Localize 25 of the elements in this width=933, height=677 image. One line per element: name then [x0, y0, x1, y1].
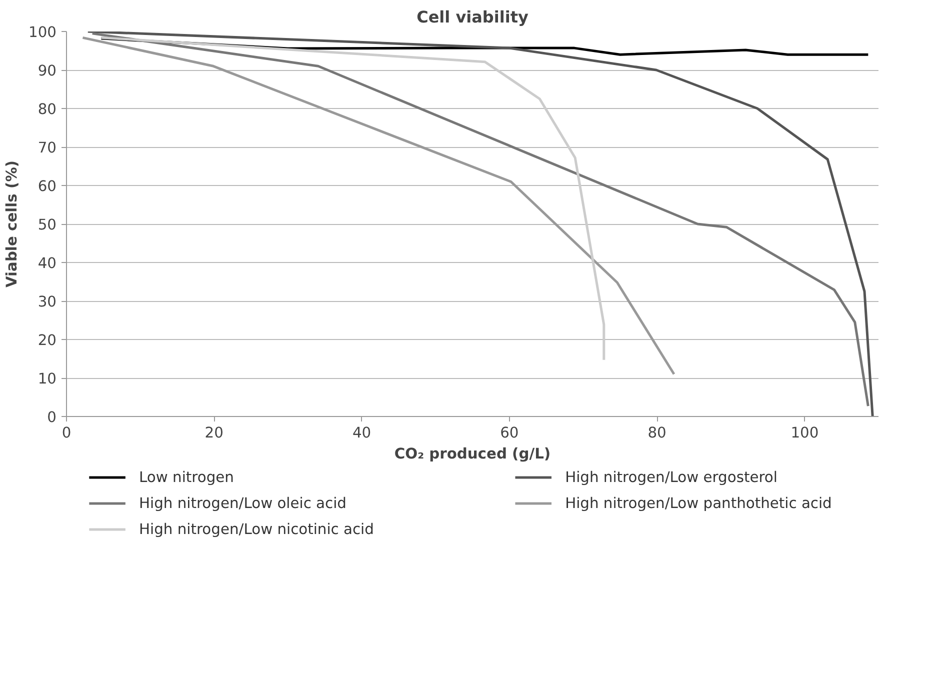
legend-label: Low nitrogen [139, 469, 234, 486]
y-tick-label: 20 [38, 332, 57, 349]
y-tick-label: 50 [38, 216, 57, 234]
y-tick-label: 60 [38, 178, 57, 195]
legend-label: High nitrogen/Low nicotinic acid [139, 521, 374, 538]
x-tick-label: 20 [204, 424, 224, 442]
y-tick-label: 100 [28, 24, 57, 41]
y-tick-label: 90 [38, 62, 57, 80]
x-tick-label: 0 [62, 424, 72, 442]
y-tick-label: 70 [38, 140, 57, 156]
y-tick-label: 80 [38, 101, 57, 118]
y-tick-label: 0 [47, 409, 57, 426]
y-axis-title: Viable cells (%) [4, 160, 21, 288]
x-tick-label: 60 [500, 424, 519, 442]
legend-label: High nitrogen/Low panthothetic acid [565, 495, 832, 512]
y-tick-label: 30 [38, 294, 57, 310]
x-tick-label: 80 [648, 424, 666, 442]
legend-label: High nitrogen/Low oleic acid [139, 495, 346, 512]
y-tick-label: 10 [38, 370, 57, 388]
chart-title: Cell viability [416, 8, 529, 26]
legend-label: High nitrogen/Low ergosterol [565, 469, 778, 486]
x-axis-title: CO₂ produced (g/L) [394, 446, 551, 462]
x-tick-label: 100 [790, 424, 819, 442]
x-tick-label: 40 [352, 424, 372, 442]
y-tick-label: 40 [38, 255, 57, 272]
